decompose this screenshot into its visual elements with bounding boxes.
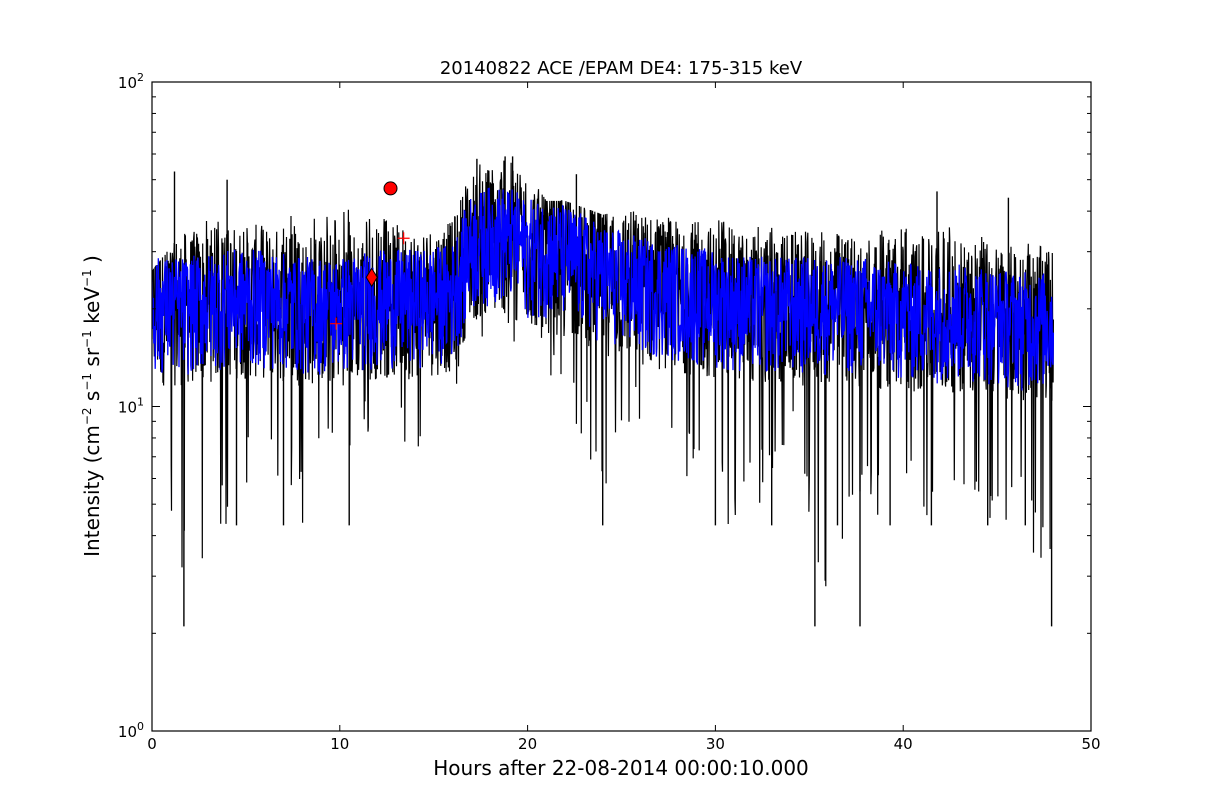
y-axis-label-exp-cm: −2 bbox=[80, 407, 94, 425]
x-tick-label: 20 bbox=[518, 735, 537, 753]
marker-diamond-1 bbox=[365, 267, 378, 288]
marker-circle-0 bbox=[383, 181, 398, 196]
y-tick-label: 102 bbox=[118, 71, 144, 92]
y-axis-label-exp-sr: −1 bbox=[80, 330, 94, 348]
chart-title: 20140822 ACE /EPAM DE4: 175-315 keV bbox=[440, 58, 803, 79]
x-axis-label: Hours after 22-08-2014 00:00:10.000 bbox=[433, 756, 809, 780]
plot-data-layer bbox=[152, 156, 1055, 627]
marker-plus-2 bbox=[330, 317, 343, 330]
marker-plus-3 bbox=[397, 232, 410, 245]
y-axis-label-sr: sr bbox=[80, 347, 104, 373]
y-axis-label: Intensity (cm−2 s−1 sr−1 keV−1 ) bbox=[80, 255, 104, 557]
y-axis-label-exp-s: −1 bbox=[80, 373, 94, 391]
y-axis-label-suffix: ) bbox=[80, 255, 104, 269]
x-tick-label: 40 bbox=[894, 735, 913, 753]
y-axis-label-exp-kev: −1 bbox=[80, 269, 94, 287]
y-axis-label-prefix: Intensity (cm bbox=[80, 425, 104, 557]
x-tick-label: 0 bbox=[147, 735, 157, 753]
y-tick-label: 101 bbox=[118, 396, 144, 417]
x-tick-label: 30 bbox=[706, 735, 725, 753]
tick-layer: 0 10 20 30 40 50 100 101 102 bbox=[118, 71, 1101, 753]
x-tick-label: 10 bbox=[330, 735, 349, 753]
y-axis-label-s: s bbox=[80, 391, 104, 408]
series-smoothed-line bbox=[152, 187, 1055, 391]
y-axis-label-kev: keV bbox=[80, 287, 104, 331]
x-tick-label: 50 bbox=[1081, 735, 1100, 753]
marker-layer bbox=[330, 181, 410, 330]
y-tick-label: 100 bbox=[118, 720, 144, 741]
